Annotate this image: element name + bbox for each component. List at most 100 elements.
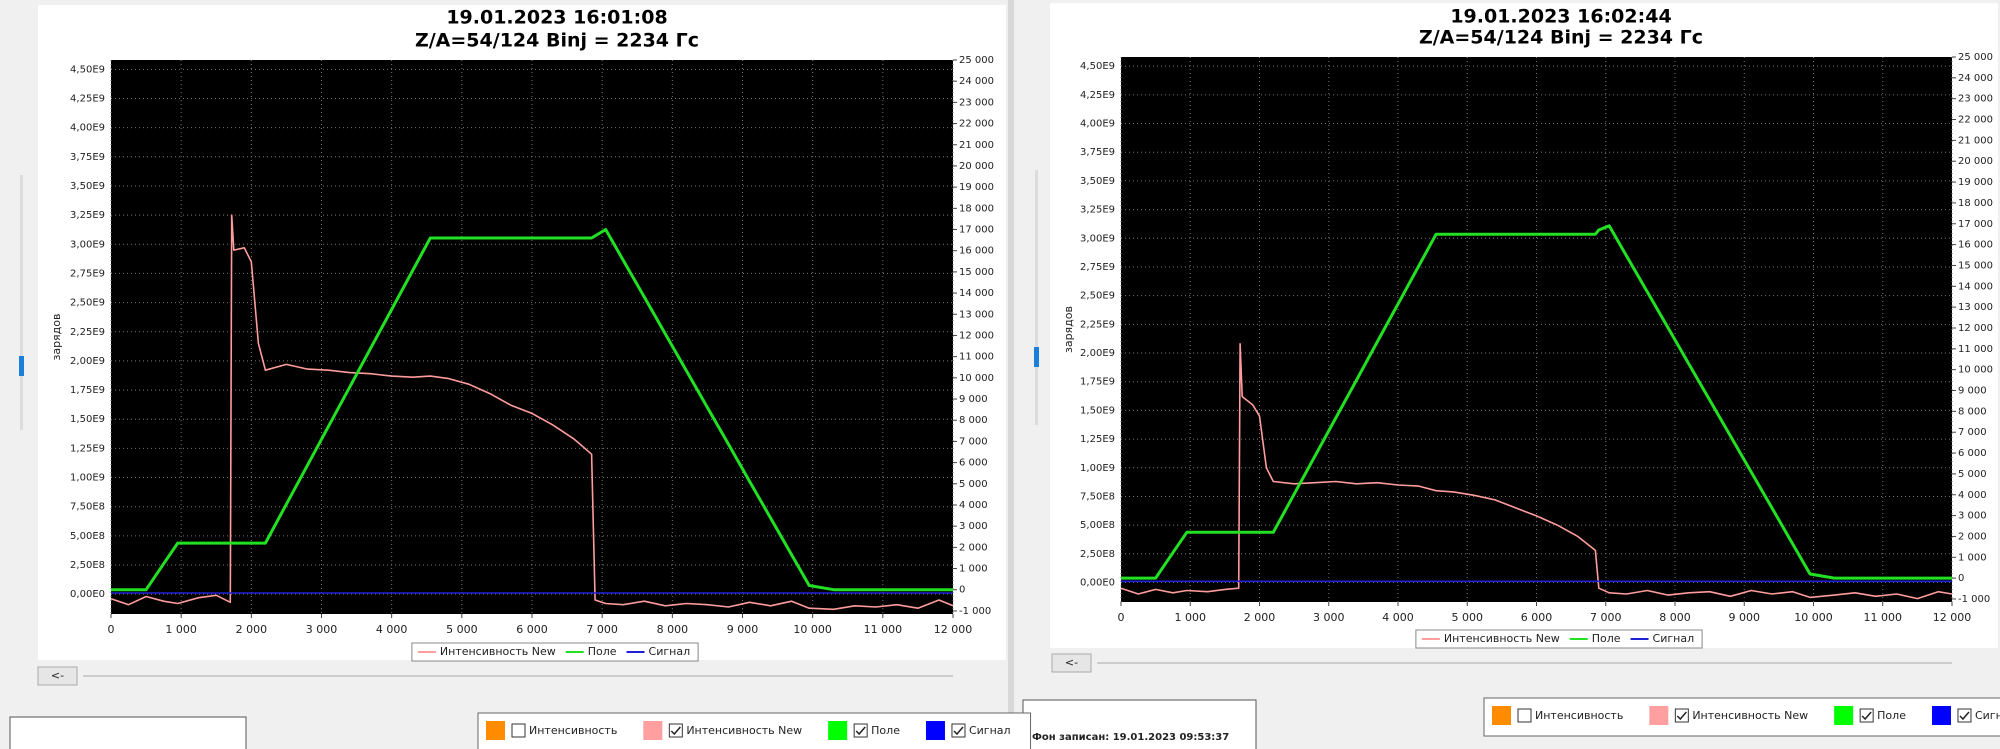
legend: Интенсивность New Поле Сигнал: [411, 642, 699, 662]
y-tick-label: 1,50E9: [1080, 405, 1115, 416]
y2-tick-label: 4 000: [959, 500, 988, 511]
y-tick-label: 1,75E9: [70, 385, 105, 396]
checkbox[interactable]: [1517, 708, 1532, 723]
y2-tick-label: 14 000: [1958, 281, 1993, 292]
y2-tick-label: 9 000: [1958, 386, 1987, 397]
y2-tick-label: 0: [1958, 573, 1964, 584]
x-tick-label: 11 000: [864, 623, 903, 636]
y2-tick-label: 14 000: [959, 288, 994, 299]
y-tick-label: 3,75E9: [70, 152, 105, 163]
y-tick-label: 4,00E9: [1080, 119, 1115, 130]
check-mark: [1861, 711, 1872, 721]
y-tick-label: 3,25E9: [70, 210, 105, 221]
y-tick-label: 2,50E8: [1080, 549, 1115, 560]
y2-tick-label: 18 000: [1958, 198, 1993, 209]
series-line: [111, 228, 953, 592]
color-swatch: [643, 721, 663, 740]
y2-tick-label: -1 000: [1958, 594, 1990, 605]
series-line: [1121, 224, 1952, 580]
y2-tick-label: 16 000: [1958, 240, 1993, 251]
y2-tick-label: 16 000: [959, 246, 994, 257]
splitter[interactable]: [1008, 0, 1014, 749]
x-tick-label: 8 000: [1659, 611, 1691, 624]
x-tick-label: 5 000: [446, 623, 478, 636]
y-tick-label: 2,00E9: [1080, 348, 1115, 359]
checkbox[interactable]: [951, 723, 966, 738]
check-label: Поле: [871, 724, 900, 737]
check-mark: [855, 726, 866, 736]
y-tick-label: 3,25E9: [1080, 205, 1115, 216]
y-tick-label: 2,75E9: [1080, 262, 1115, 273]
y-tick-label: 4,00E9: [70, 123, 105, 134]
x-tick-label: 10 000: [1794, 611, 1833, 624]
color-swatch: [1834, 706, 1854, 725]
y2-tick-label: 25 000: [1958, 52, 1993, 63]
y2-tick-label: 17 000: [1958, 219, 1993, 230]
y-tick-label: 2,50E9: [70, 298, 105, 309]
color-swatch: [486, 721, 505, 740]
y-tick-label: 5,00E8: [1080, 520, 1115, 531]
y-tick-label: 4,25E9: [1080, 90, 1115, 101]
x-tick-label: 4 000: [1382, 611, 1414, 624]
legend-box: [1415, 629, 1703, 649]
y-tick-label: 2,75E9: [70, 268, 105, 279]
legend-label: Сигнал: [649, 645, 691, 658]
y2-tick-label: 21 000: [1958, 135, 1993, 146]
y2-tick-label: 24 000: [959, 76, 994, 87]
back-button[interactable]: [37, 666, 78, 686]
y-tick-label: 3,50E9: [1080, 176, 1115, 187]
right-info-box: [1022, 699, 1257, 749]
y2-tick-label: 19 000: [959, 182, 994, 193]
y2-tick-label: 6 000: [959, 458, 988, 469]
checkbox[interactable]: [1859, 708, 1874, 723]
right-scroll-thumb[interactable]: [1034, 347, 1039, 367]
y-tick-label: 7,50E8: [1080, 491, 1115, 502]
y2-tick-label: 12 000: [1958, 323, 1993, 334]
y-tick-label: 1,00E9: [70, 473, 105, 484]
check-mark: [953, 726, 964, 736]
check-label: Интенсивность: [529, 724, 617, 737]
left-scroll-thumb[interactable]: [19, 356, 24, 376]
y2-tick-label: 23 000: [959, 97, 994, 108]
x-tick-label: 1 000: [1175, 611, 1207, 624]
y-tick-label: 3,75E9: [1080, 147, 1115, 158]
x-tick-label: 6 000: [516, 623, 548, 636]
check-label: Сигнал: [969, 724, 1011, 737]
right-scroll-track: [1035, 170, 1038, 425]
checkbox[interactable]: [511, 723, 526, 738]
back-button[interactable]: [1051, 653, 1092, 673]
checkbox[interactable]: [1957, 708, 1972, 723]
y-tick-label: 4,50E9: [1080, 61, 1115, 72]
y-tick-label: 0,00E0: [70, 589, 105, 600]
x-tick-label: 0: [1118, 611, 1125, 624]
y2-tick-label: 11 000: [959, 352, 994, 363]
x-tick-label: 12 000: [934, 623, 973, 636]
x-tick-label: 3 000: [306, 623, 338, 636]
y-tick-label: 1,75E9: [1080, 377, 1115, 388]
y2-tick-label: 22 000: [959, 119, 994, 130]
checkbox[interactable]: [853, 723, 868, 738]
checkbox[interactable]: [1674, 708, 1689, 723]
color-swatch: [828, 721, 848, 740]
y2-tick-label: 24 000: [1958, 73, 1993, 84]
x-tick-label: 6 000: [1521, 611, 1553, 624]
y-tick-label: 2,25E9: [70, 327, 105, 338]
checkbox[interactable]: [668, 723, 683, 738]
y-tick-label: 5,00E8: [70, 531, 105, 542]
y2-tick-label: 5 000: [959, 479, 988, 490]
legend-label: Интенсивность New: [440, 645, 556, 658]
legend-label: Поле: [588, 645, 617, 658]
chart-title: 19.01.2023 16:01:08: [446, 7, 667, 29]
legend-label: Сигнал: [1653, 632, 1695, 645]
y2-tick-label: 8 000: [1958, 406, 1987, 417]
y2-tick-label: 10 000: [1958, 365, 1993, 376]
back-button-label: <-: [1065, 656, 1078, 669]
y2-tick-label: 25 000: [959, 55, 994, 66]
y2-tick-label: 3 000: [959, 521, 988, 532]
y2-tick-label: 7 000: [959, 436, 988, 447]
legend: Интенсивность New Поле Сигнал: [1415, 629, 1703, 649]
y2-tick-label: 9 000: [959, 394, 988, 405]
left-info-box: [9, 716, 247, 749]
x-tick-label: 1 000: [165, 623, 197, 636]
y2-tick-label: 13 000: [959, 309, 994, 320]
